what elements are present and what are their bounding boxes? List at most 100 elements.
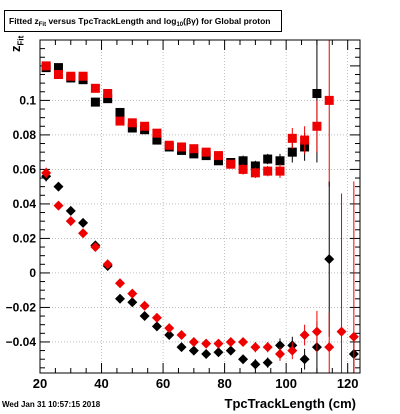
series-2-point-16 [238, 354, 249, 365]
x-tick-label-4: 100 [275, 376, 297, 391]
series-1-point-0 [41, 61, 51, 71]
series-0-point-1 [53, 63, 63, 73]
series-2-point-12 [188, 345, 199, 356]
title-middle: versus TpcTrackLength and log [46, 16, 177, 26]
series-3-point-17 [250, 342, 261, 353]
y-tick-label-7: 0.1 [19, 93, 36, 107]
series-3-point-21 [299, 330, 310, 341]
series-3-point-13 [201, 338, 212, 349]
series-1-point-4 [90, 83, 100, 93]
series-1-point-7 [127, 118, 137, 128]
series-3-point-9 [151, 312, 162, 323]
y-tick-label-1: −0.02 [6, 300, 37, 314]
series-3-point-16 [238, 336, 249, 347]
series-1-point-22 [312, 121, 322, 131]
series-1-point-18 [263, 166, 273, 176]
series-0-point-18 [263, 154, 273, 164]
y-axis-label-main: z [8, 45, 23, 53]
series-1-point-15 [226, 159, 236, 169]
series-3-point-0 [41, 167, 52, 178]
series-3-point-15 [225, 336, 236, 347]
series-1-point-11 [177, 142, 187, 152]
series-3-point-12 [188, 336, 199, 347]
series-1-point-13 [201, 147, 211, 157]
series-0-point-5 [103, 94, 113, 104]
series-1-point-5 [103, 88, 113, 98]
y-tick-label-6: 0.08 [13, 128, 37, 142]
series-1-point-3 [78, 71, 88, 81]
title-sub-10: 10 [176, 22, 184, 28]
series-2-point-2 [65, 205, 76, 216]
series-0-point-22 [312, 88, 322, 98]
y-tick-label-5: 0.06 [13, 162, 37, 176]
series-0-point-19 [275, 156, 285, 166]
series-2-point-11 [176, 342, 187, 353]
series-1-point-1 [53, 70, 63, 80]
y-axis-label-sub: Fit [16, 35, 26, 46]
series-2-point-6 [115, 293, 125, 304]
x-axis-label: TpcTrackLength (cm) [224, 396, 356, 411]
title-sub-fit: Fit [38, 22, 47, 28]
series-1-point-8 [140, 121, 150, 131]
series-1-point-23 [324, 95, 334, 105]
series-2-point-7 [127, 297, 138, 308]
series-1-point-17 [250, 168, 260, 178]
series-2-point-14 [213, 347, 224, 358]
x-tick-label-1: 40 [94, 376, 108, 391]
series-1-point-2 [66, 71, 76, 81]
chart-title: Fitted zFit versus TpcTrackLength and lo… [4, 10, 282, 32]
series-0-point-20 [287, 147, 297, 157]
y-axis-label: zFit [8, 36, 26, 52]
y-tick-label-4: 0.04 [13, 197, 37, 211]
series-2-point-10 [164, 330, 175, 341]
series-1-point-10 [164, 140, 174, 150]
series-0-point-12 [189, 149, 199, 159]
series-2-point-23 [324, 254, 335, 265]
series-1-point-12 [189, 144, 199, 154]
series-2-point-15 [225, 345, 236, 356]
x-tick-label-5: 120 [337, 376, 359, 391]
series-1-point-14 [213, 151, 223, 161]
timestamp: Wed Jan 31 10:57:15 2018 [2, 400, 101, 409]
series-3-point-2 [65, 216, 76, 227]
series-3-point-25 [348, 331, 359, 342]
series-3-point-20 [287, 345, 298, 356]
title-prefix: Fitted z [9, 16, 39, 26]
plot-frame [39, 39, 361, 374]
series-3-point-5 [102, 259, 113, 270]
series-3-point-24 [336, 326, 347, 337]
series-0-point-14 [213, 156, 223, 166]
series-0-point-4 [90, 97, 100, 107]
series-3-point-7 [127, 288, 138, 299]
series-2-point-19 [275, 340, 285, 351]
series-2-point-1 [53, 181, 64, 192]
series-3-point-11 [176, 330, 187, 341]
series-0-point-6 [115, 107, 125, 117]
series-1-point-9 [152, 128, 162, 138]
series-1-point-21 [300, 135, 310, 145]
series-3-point-3 [78, 228, 89, 239]
series-3-point-4 [90, 242, 101, 253]
series-3-point-10 [164, 323, 175, 334]
series-1-point-6 [115, 116, 125, 126]
series-0-point-9 [152, 135, 162, 145]
series-3-point-8 [139, 300, 150, 311]
series-3-point-6 [115, 278, 125, 289]
y-tick-label-0: −0.04 [6, 335, 37, 349]
plot-area [40, 40, 360, 373]
series-0-point-7 [127, 123, 137, 133]
x-tick-label-3: 80 [217, 376, 231, 391]
series-0-point-17 [250, 161, 260, 171]
series-3-point-22 [311, 326, 322, 337]
x-tick-label-0: 20 [33, 376, 47, 391]
series-1-point-20 [287, 133, 297, 143]
series-2-point-17 [250, 359, 261, 370]
series-2-point-13 [201, 349, 212, 360]
series-1-point-19 [275, 166, 285, 176]
series-2-point-8 [139, 311, 150, 322]
series-3-point-19 [275, 349, 285, 360]
series-2-point-3 [78, 217, 89, 228]
series-3-point-23 [324, 342, 335, 353]
